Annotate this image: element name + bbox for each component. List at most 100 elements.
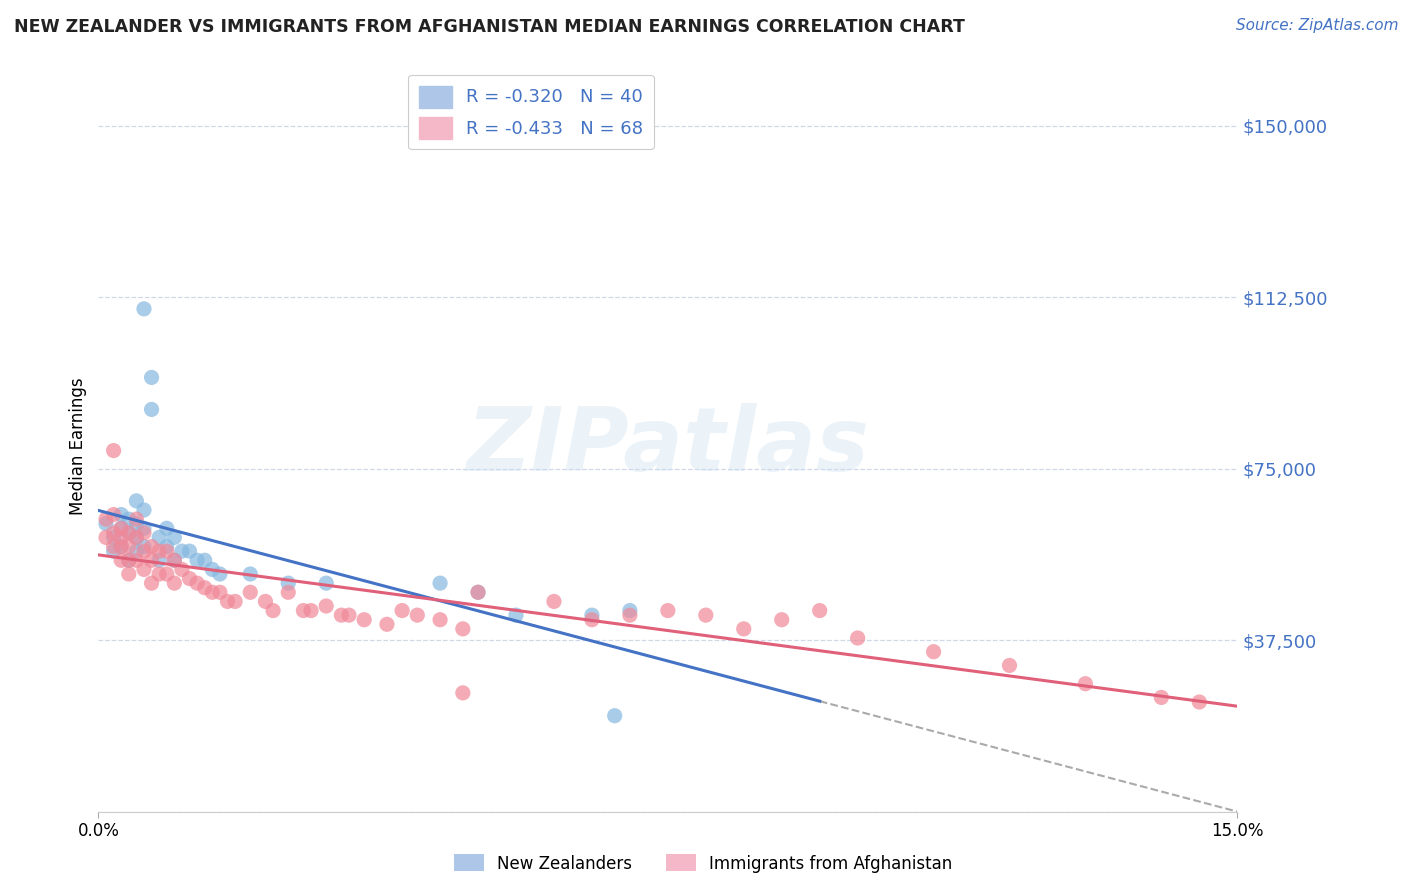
Point <box>603 708 626 723</box>
Point <box>156 544 179 558</box>
Point <box>429 613 451 627</box>
Point <box>299 603 322 617</box>
Point <box>118 512 141 526</box>
Text: ZIPatlas: ZIPatlas <box>467 402 869 490</box>
Point <box>239 567 262 582</box>
Point <box>581 613 603 627</box>
Point <box>110 508 132 522</box>
Legend: R = -0.320   N = 40, R = -0.433   N = 68: R = -0.320 N = 40, R = -0.433 N = 68 <box>408 75 654 150</box>
Point <box>118 553 141 567</box>
Point <box>277 576 299 591</box>
Point <box>194 553 217 567</box>
Point <box>118 540 141 554</box>
Point <box>110 540 132 554</box>
Point <box>163 576 186 591</box>
Point <box>201 562 224 576</box>
Point <box>217 594 239 608</box>
Point <box>110 553 132 567</box>
Point <box>581 608 603 623</box>
Point <box>194 581 217 595</box>
Point <box>125 530 148 544</box>
Point <box>94 512 117 526</box>
Point <box>125 512 148 526</box>
Point <box>163 553 186 567</box>
Point <box>451 686 474 700</box>
Point <box>201 585 224 599</box>
Point <box>619 603 641 617</box>
Point <box>695 608 717 623</box>
Point <box>239 585 262 599</box>
Point <box>118 553 141 567</box>
Point <box>103 508 125 522</box>
Point <box>315 576 337 591</box>
Point <box>132 521 155 535</box>
Point <box>186 553 208 567</box>
Point <box>543 594 565 608</box>
Point <box>141 553 163 567</box>
Point <box>132 301 155 316</box>
Point <box>315 599 337 613</box>
Point <box>292 603 315 617</box>
Point <box>451 622 474 636</box>
Point <box>330 608 353 623</box>
Point <box>148 567 170 582</box>
Point <box>733 622 755 636</box>
Point <box>125 530 148 544</box>
Point <box>103 544 125 558</box>
Point <box>141 540 163 554</box>
Point <box>156 521 179 535</box>
Point <box>254 594 277 608</box>
Point <box>1150 690 1173 705</box>
Point <box>94 530 117 544</box>
Point <box>170 544 193 558</box>
Point <box>208 567 231 582</box>
Point <box>103 530 125 544</box>
Point <box>110 521 132 535</box>
Point <box>808 603 831 617</box>
Point <box>132 525 155 540</box>
Point <box>179 572 201 586</box>
Point <box>141 370 163 384</box>
Point <box>391 603 413 617</box>
Point <box>125 493 148 508</box>
Point <box>132 503 155 517</box>
Point <box>118 567 141 582</box>
Point <box>132 544 155 558</box>
Point <box>132 540 155 554</box>
Point <box>657 603 679 617</box>
Point <box>375 617 398 632</box>
Point <box>141 402 163 417</box>
Point <box>406 608 429 623</box>
Point <box>224 594 246 608</box>
Point <box>132 562 155 576</box>
Legend: New Zealanders, Immigrants from Afghanistan: New Zealanders, Immigrants from Afghanis… <box>447 847 959 880</box>
Point <box>148 553 170 567</box>
Point <box>179 544 201 558</box>
Point <box>619 608 641 623</box>
Point <box>505 608 527 623</box>
Point <box>103 525 125 540</box>
Point <box>998 658 1021 673</box>
Text: Source: ZipAtlas.com: Source: ZipAtlas.com <box>1236 18 1399 33</box>
Point <box>467 585 489 599</box>
Point <box>770 613 793 627</box>
Point <box>922 645 945 659</box>
Point <box>467 585 489 599</box>
Point <box>148 544 170 558</box>
Point <box>94 516 117 531</box>
Point <box>163 530 186 544</box>
Point <box>125 544 148 558</box>
Point <box>110 530 132 544</box>
Point <box>148 530 170 544</box>
Point <box>125 553 148 567</box>
Point <box>156 567 179 582</box>
Point <box>277 585 299 599</box>
Point <box>186 576 208 591</box>
Point <box>103 443 125 458</box>
Point <box>141 576 163 591</box>
Point <box>846 631 869 645</box>
Y-axis label: Median Earnings: Median Earnings <box>69 377 87 515</box>
Point <box>103 540 125 554</box>
Point <box>163 553 186 567</box>
Point <box>208 585 231 599</box>
